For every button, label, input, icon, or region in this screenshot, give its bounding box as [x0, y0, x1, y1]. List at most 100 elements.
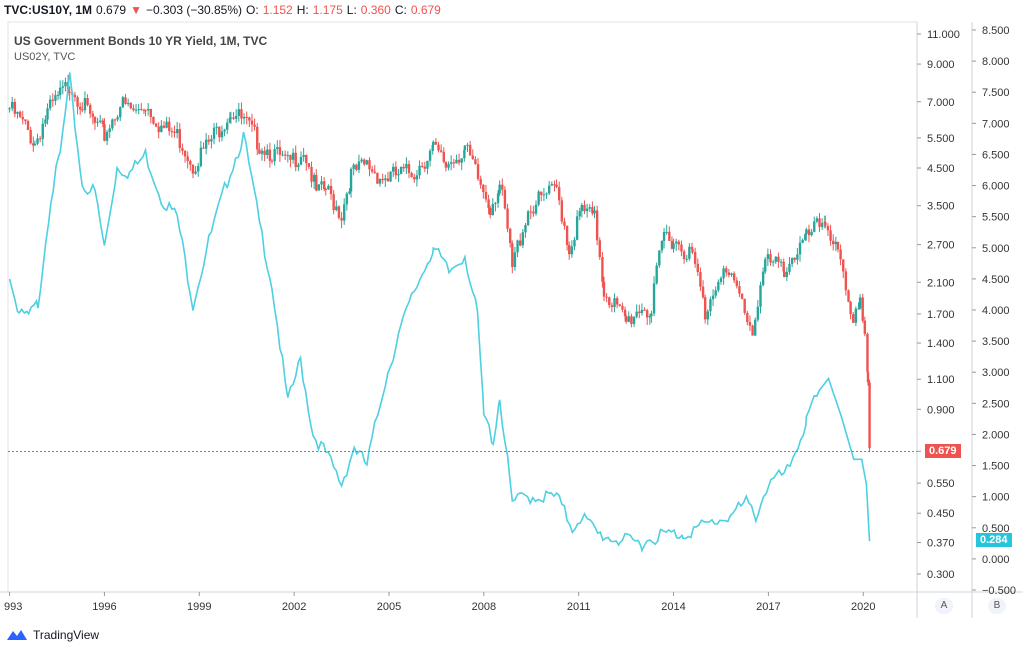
axis-a-button[interactable]: A: [935, 598, 953, 614]
us10y-candle-body: [286, 155, 290, 157]
us10y-candle-body: [693, 251, 697, 264]
us10y-candle-body: [439, 150, 443, 152]
axis-a-tick-label: 4.500: [927, 163, 955, 175]
us10y-candle-body: [807, 229, 811, 236]
us10y-candle-body: [38, 138, 42, 140]
us10y-candle-body: [746, 312, 749, 323]
us10y-candle-body: [426, 160, 429, 169]
us10y-candle-body: [402, 166, 405, 169]
us10y-candle-body: [418, 165, 421, 176]
us10y-candle-body: [32, 143, 35, 146]
us10y-candle-body: [170, 131, 174, 133]
us10y-candle-body: [719, 278, 723, 282]
us10y-candle-body: [501, 184, 504, 190]
close-label: C:: [394, 3, 407, 17]
axis-b-button[interactable]: B: [988, 598, 1006, 614]
us10y-candle-body: [268, 149, 272, 161]
us10y-candle-body: [51, 99, 54, 101]
us10y-candle-body: [108, 128, 111, 132]
price-change: −0.303 (−30.85%): [145, 3, 243, 17]
us10y-candle-body: [8, 108, 11, 110]
us10y-candle-body: [447, 163, 450, 168]
brand-text: TradingView: [33, 628, 100, 642]
us10y-candle-body: [575, 216, 579, 240]
us10y-candle-body: [826, 226, 830, 231]
us10y-candle-body: [248, 117, 251, 121]
us10y-candle-body: [140, 109, 143, 111]
us10y-candle-body: [378, 178, 382, 184]
axis-b-tick-label: 4.000: [982, 305, 1010, 317]
us10y-candle-body: [310, 166, 313, 182]
us10y-candle-body: [373, 171, 376, 173]
axis-a-tick-label: 7.000: [927, 97, 955, 109]
us10y-candle-body: [627, 316, 630, 322]
us10y-candle-body: [832, 240, 835, 245]
us10y-candle-body: [578, 211, 581, 217]
us10y-candle-body: [496, 193, 500, 204]
us10y-candle-body: [202, 147, 205, 149]
us10y-candle-body: [650, 313, 653, 317]
us10y-candle-body: [829, 230, 832, 241]
us10y-candle-body: [466, 144, 469, 146]
us10y-candle-body: [132, 108, 135, 111]
axis-b-tick-label: 5.000: [982, 243, 1010, 255]
open-label: O:: [246, 3, 259, 17]
us10y-candle-body: [294, 152, 297, 168]
us10y-candle-body: [779, 261, 783, 263]
us10y-candle-body: [813, 221, 816, 232]
us10y-candle-body: [365, 160, 369, 165]
us10y-candle-body: [360, 159, 363, 162]
axis-a-tick-label: 2.700: [927, 240, 955, 252]
us10y-candle-body: [18, 111, 22, 117]
us10y-candle-body: [866, 333, 869, 372]
us10y-candle-body: [189, 161, 192, 165]
us10y-candle-body: [759, 285, 762, 307]
us10y-candle-body: [348, 191, 351, 194]
us10y-candle-body: [820, 223, 824, 227]
us10y-candle-body: [197, 166, 200, 172]
us10y-candle-body: [756, 306, 760, 320]
us10y-candle-body: [457, 159, 461, 163]
us10y-candle-body: [234, 115, 238, 119]
us10y-candle-body: [183, 150, 187, 157]
us10y-candle-body: [345, 193, 349, 205]
us10y-candle-body: [229, 117, 233, 119]
us10y-candle-body: [532, 211, 535, 214]
symbol-label[interactable]: TVC:US10Y, 1M: [4, 3, 93, 17]
us10y-candle-body: [847, 290, 850, 302]
us10y-candle-body: [615, 298, 619, 305]
us10y-candle-body: [253, 124, 256, 127]
us10y-candle-body: [521, 232, 525, 246]
us10y-candle-body: [585, 208, 589, 212]
us10y-candle-body: [685, 258, 688, 260]
us10y-candle-body: [595, 210, 599, 241]
us10y-candle-body: [370, 169, 374, 172]
us10y-candle-body: [312, 174, 316, 182]
legend-title[interactable]: US Government Bonds 10 YR Yield, 1M, TVC: [14, 34, 268, 48]
us10y-candle-body: [677, 241, 681, 245]
axis-a-tick-label: 0.900: [927, 404, 955, 416]
us10y-candle-body: [240, 109, 243, 119]
axis-b-tick-label: 6.500: [982, 149, 1010, 161]
us10y-candle-body: [64, 81, 67, 87]
us10y-candle-body: [256, 126, 259, 150]
x-tick-label: 2002: [282, 601, 306, 613]
us10y-candle-body: [476, 164, 480, 179]
us10y-candle-body: [24, 119, 27, 121]
us10y-candle-body: [782, 261, 785, 272]
us10y-candle-body: [423, 166, 427, 169]
us10y-candle-body: [83, 98, 87, 111]
us10y-candle-body: [836, 241, 840, 250]
us10y-candle-body: [452, 162, 456, 164]
us10y-candle-body: [834, 241, 838, 245]
us10y-candle-body: [437, 144, 440, 151]
axis-a-tick-label: 0.370: [927, 538, 955, 550]
us10y-candle-body: [725, 268, 728, 273]
us10y-candle-body: [487, 199, 490, 208]
legend-compare-symbol[interactable]: US02Y, TVC: [14, 51, 76, 63]
tradingview-logo[interactable]: TradingView: [6, 628, 99, 642]
high-label: H:: [296, 3, 309, 17]
us10y-candle-body: [524, 225, 527, 233]
us10y-candle-body: [392, 166, 395, 172]
